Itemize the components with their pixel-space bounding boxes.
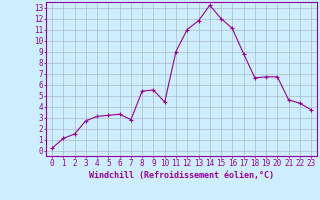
X-axis label: Windchill (Refroidissement éolien,°C): Windchill (Refroidissement éolien,°C) (89, 171, 274, 180)
